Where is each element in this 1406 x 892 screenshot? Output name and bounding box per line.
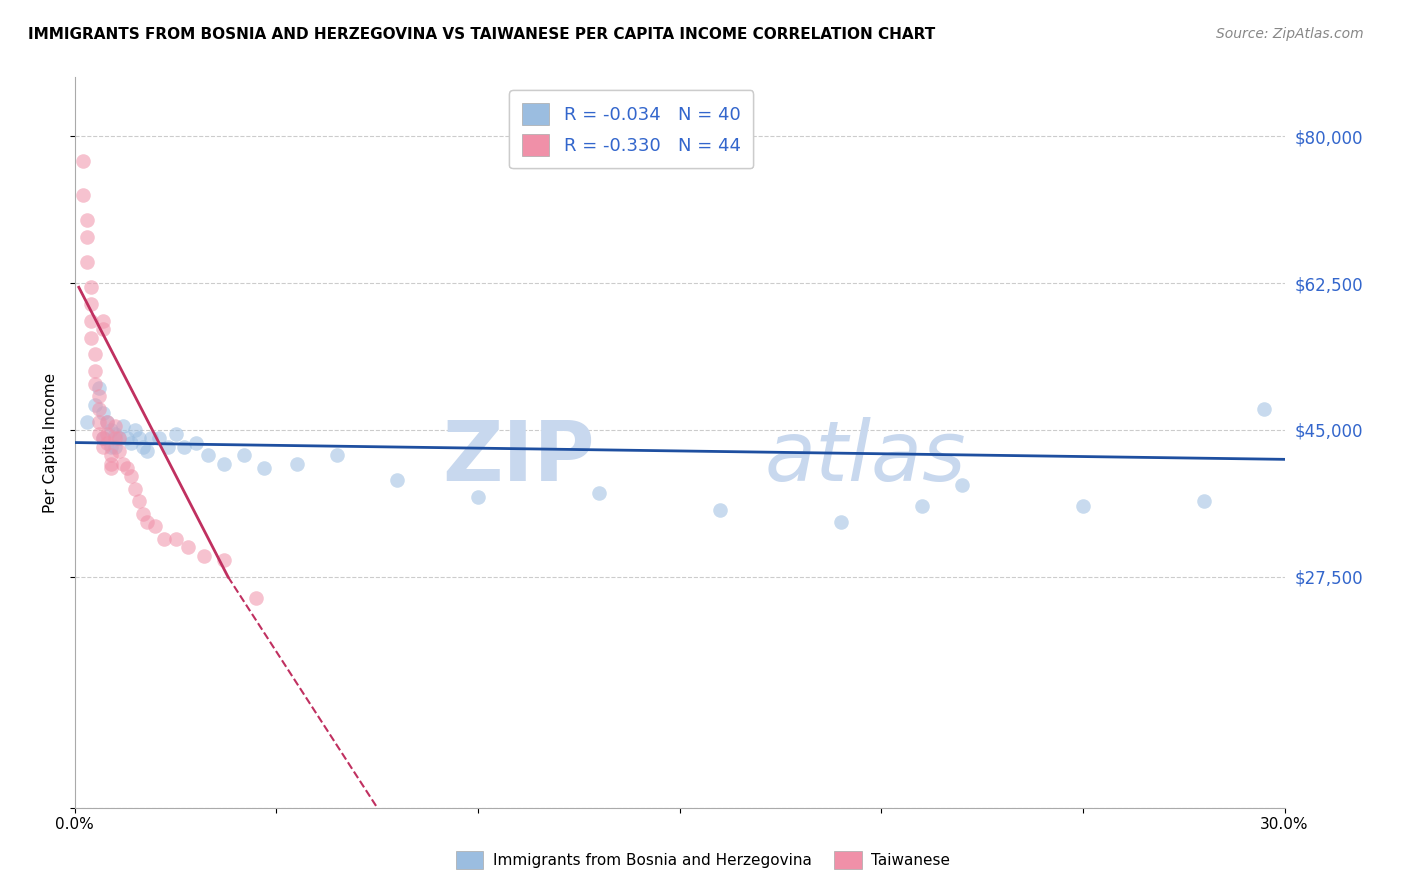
Point (84, 376, 107, 391)
Point (1253, 402, 1275, 417)
Point (245, 591, 267, 605)
Point (91, 431, 114, 445)
Point (588, 486, 610, 500)
Point (104, 431, 127, 445)
Point (165, 532, 187, 546)
Point (84, 347, 107, 361)
Point (87, 415, 110, 429)
Point (87, 427, 110, 442)
Point (80, 314, 103, 328)
Point (197, 448, 219, 462)
Point (100, 423, 122, 437)
Point (112, 418, 135, 433)
Point (212, 553, 235, 567)
Point (132, 507, 155, 521)
Point (176, 541, 198, 555)
Point (87, 381, 110, 395)
Point (76, 415, 98, 429)
Point (104, 418, 127, 433)
Legend: R = -0.034   N = 40, R = -0.330   N = 44: R = -0.034 N = 40, R = -0.330 N = 44 (509, 90, 754, 169)
Point (80, 297, 103, 311)
Point (467, 490, 489, 504)
Point (108, 431, 131, 445)
Point (115, 431, 138, 445)
Point (91, 322, 114, 336)
Point (84, 364, 107, 378)
Point (120, 469, 142, 483)
Point (91, 431, 114, 445)
Point (115, 460, 138, 475)
Point (84, 398, 107, 412)
Point (96, 415, 118, 429)
Point (104, 427, 127, 442)
Point (132, 440, 155, 454)
Text: ZIP: ZIP (443, 417, 595, 498)
Point (950, 477, 973, 491)
Point (72, 188, 94, 202)
Point (91, 314, 114, 328)
Point (285, 457, 308, 471)
Point (72, 154, 94, 169)
Point (830, 516, 852, 530)
Point (124, 482, 146, 496)
Point (108, 444, 131, 458)
Point (148, 431, 170, 445)
Point (1192, 494, 1215, 508)
Point (91, 440, 114, 454)
Point (87, 402, 110, 417)
Point (1071, 499, 1094, 513)
Point (212, 457, 235, 471)
Point (709, 502, 731, 516)
Point (100, 440, 122, 454)
Point (91, 406, 114, 420)
Text: IMMIGRANTS FROM BOSNIA AND HERZEGOVINA VS TAIWANESE PER CAPITA INCOME CORRELATIO: IMMIGRANTS FROM BOSNIA AND HERZEGOVINA V… (28, 27, 935, 42)
Point (128, 494, 150, 508)
Point (184, 435, 207, 450)
Point (96, 415, 118, 429)
Point (100, 457, 122, 471)
Point (136, 516, 159, 530)
Point (96, 427, 118, 442)
Point (387, 473, 409, 487)
Point (108, 431, 131, 445)
Point (104, 440, 127, 454)
Point (100, 448, 122, 462)
Legend: Immigrants from Bosnia and Herzegovina, Taiwanese: Immigrants from Bosnia and Herzegovina, … (450, 845, 956, 875)
Point (100, 460, 122, 475)
Point (156, 440, 179, 454)
Point (124, 423, 146, 437)
Point (76, 213, 98, 227)
Point (193, 549, 215, 563)
Point (128, 431, 150, 445)
Point (152, 532, 174, 546)
Point (87, 389, 110, 403)
Point (253, 460, 276, 475)
Point (141, 431, 163, 445)
Point (80, 331, 103, 345)
Point (233, 448, 256, 462)
Text: Source: ZipAtlas.com: Source: ZipAtlas.com (1216, 27, 1364, 41)
Text: atlas: atlas (765, 417, 966, 498)
Point (80, 280, 103, 294)
Point (910, 499, 932, 513)
Point (173, 440, 195, 454)
Point (120, 435, 142, 450)
Point (76, 230, 98, 244)
Point (136, 444, 159, 458)
Point (165, 427, 187, 442)
Point (145, 519, 167, 533)
Point (112, 457, 135, 471)
Point (326, 448, 349, 462)
Y-axis label: Per Capita Income: Per Capita Income (44, 373, 58, 513)
Point (76, 255, 98, 269)
Point (96, 435, 118, 450)
